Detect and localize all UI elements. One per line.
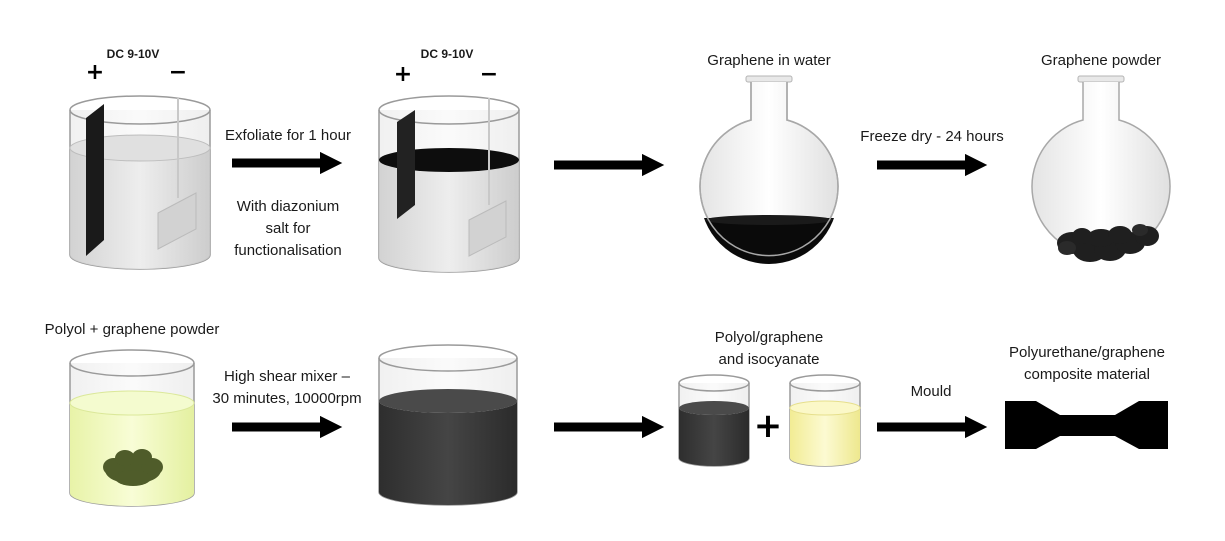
power-label-2: DC 9-10V: [421, 47, 474, 61]
plus-combine-sign: +: [754, 406, 783, 446]
plus-electrode-sign-2: +: [394, 62, 412, 87]
small-beaker-isocyanate: [789, 374, 861, 467]
platinum-cathode-1: [157, 192, 197, 250]
round-flask-graphene-water: [699, 75, 839, 264]
freeze-dry-label: Freeze dry - 24 hours: [860, 128, 1003, 145]
step-diazonium-line3: functionalisation: [234, 242, 342, 259]
flask2-label: Graphene powder: [1041, 52, 1161, 69]
product-label-line1: Polyurethane/graphene: [1009, 344, 1165, 361]
graphite-anode-1: [86, 104, 104, 256]
reactants-label-line1: Polyol/graphene: [715, 329, 823, 346]
step-diazonium-line2: salt for: [265, 220, 310, 237]
round-flask-graphene-powder: [1031, 75, 1171, 262]
graphene-powder-in-polyol: [103, 449, 163, 486]
electrolysis-beaker-1: DC 9-10V + −: [69, 47, 211, 270]
mould-label: Mould: [911, 383, 952, 400]
dogbone-composite-specimen: [1005, 401, 1168, 449]
graphite-anode-2: [397, 110, 415, 219]
mixed-dispersion-beaker: [378, 344, 518, 506]
graphene-powder-clump: [1057, 224, 1159, 262]
product-label-line2: composite material: [1024, 366, 1150, 383]
shear-mixer-line1: High shear mixer –: [224, 368, 351, 385]
power-label-1: DC 9-10V: [107, 47, 160, 61]
minus-electrode-sign-2: −: [480, 62, 498, 87]
step-exfoliate-label: Exfoliate for 1 hour: [225, 127, 351, 144]
minus-electrode-sign-1: −: [169, 60, 187, 85]
flask1-label: Graphene in water: [707, 52, 830, 69]
step-diazonium-line1: With diazonium: [237, 198, 340, 215]
shear-mixer-line2: 30 minutes, 10000rpm: [212, 390, 361, 407]
plus-electrode-sign-1: +: [86, 60, 104, 85]
reactants-label-line2: and isocyanate: [719, 351, 820, 368]
electrolysis-beaker-2: DC 9-10V + −: [378, 47, 520, 273]
small-beaker-polyol-graphene: [678, 374, 750, 467]
polyol-graphene-label: Polyol + graphene powder: [45, 321, 220, 338]
polyol-beaker: [69, 349, 195, 507]
platinum-cathode-2: [468, 200, 507, 257]
